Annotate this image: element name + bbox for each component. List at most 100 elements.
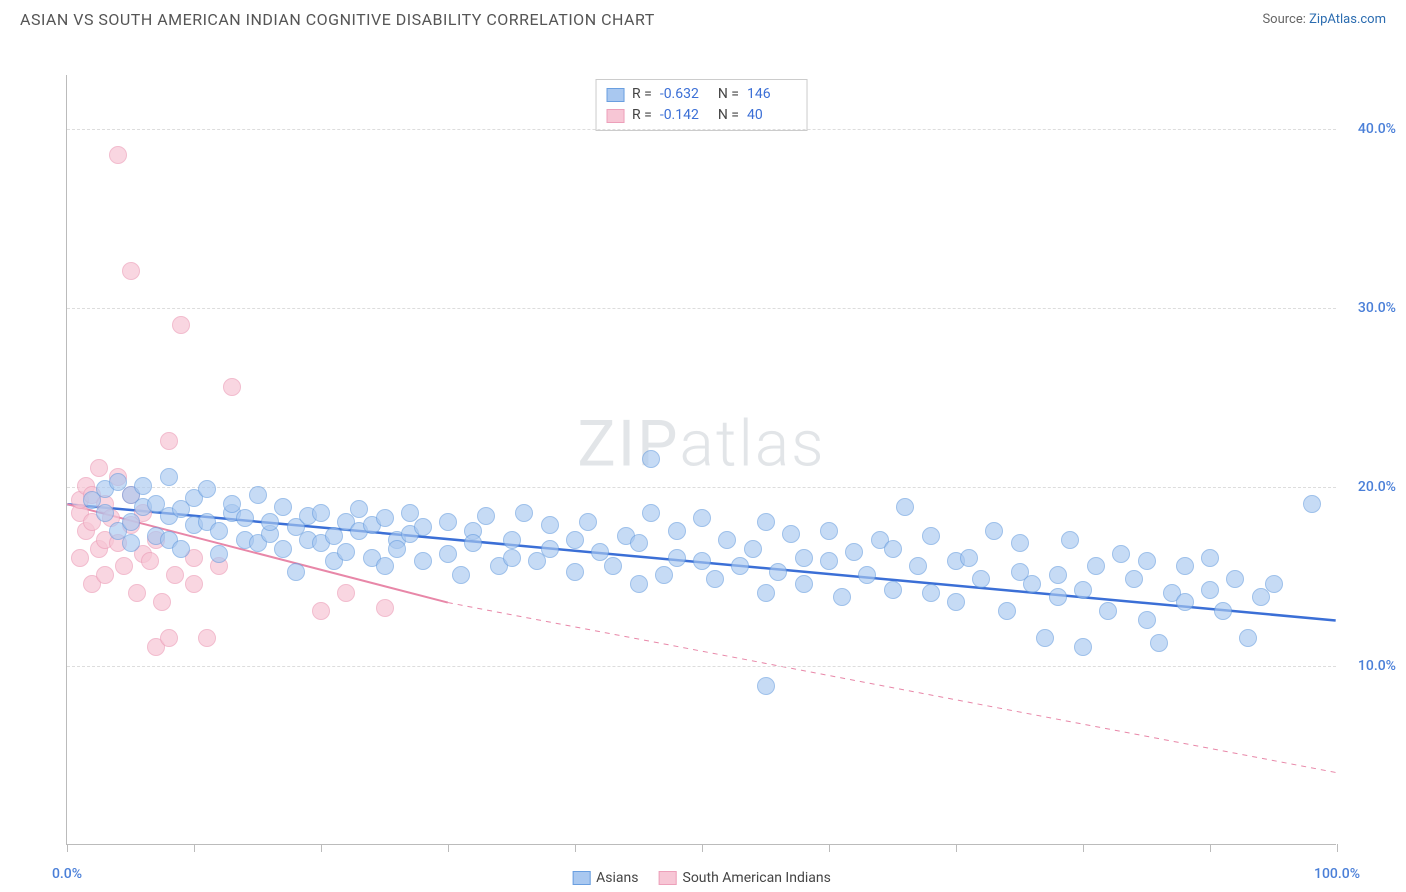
- data-point: [845, 543, 863, 561]
- data-point: [90, 459, 108, 477]
- legend-item: Asians: [572, 870, 638, 886]
- data-point: [655, 566, 673, 584]
- data-point: [1201, 581, 1219, 599]
- data-point: [96, 566, 114, 584]
- x-tick: [575, 844, 576, 852]
- data-point: [718, 531, 736, 549]
- data-point: [769, 563, 787, 581]
- data-point: [820, 552, 838, 570]
- y-tick-label: 40.0%: [1358, 121, 1396, 137]
- data-point: [1074, 638, 1092, 656]
- x-tick-label: 100.0%: [1314, 866, 1360, 882]
- data-point: [477, 507, 495, 525]
- data-point: [337, 584, 355, 602]
- data-point: [1112, 545, 1130, 563]
- source-link[interactable]: ZipAtlas.com: [1309, 12, 1386, 27]
- gridline: [67, 308, 1336, 309]
- data-point: [1049, 588, 1067, 606]
- data-point: [896, 498, 914, 516]
- data-point: [337, 543, 355, 561]
- data-point: [166, 566, 184, 584]
- data-point: [1138, 611, 1156, 629]
- data-point: [833, 588, 851, 606]
- data-point: [744, 540, 762, 558]
- data-point: [134, 477, 152, 495]
- data-point: [1176, 557, 1194, 575]
- data-point: [1303, 495, 1321, 513]
- data-point: [160, 432, 178, 450]
- data-point: [566, 563, 584, 581]
- data-point: [1036, 629, 1054, 647]
- trend-lines: [67, 75, 1336, 844]
- data-point: [1011, 534, 1029, 552]
- source-attribution: Source: ZipAtlas.com: [1262, 12, 1386, 27]
- x-tick: [321, 844, 322, 852]
- data-point: [858, 566, 876, 584]
- gridline: [67, 129, 1336, 130]
- data-point: [376, 599, 394, 617]
- data-point: [757, 584, 775, 602]
- stats-legend-row: R =-0.142 N =40: [606, 105, 797, 126]
- data-point: [312, 602, 330, 620]
- data-point: [1125, 570, 1143, 588]
- data-point: [439, 545, 457, 563]
- data-point: [71, 549, 89, 567]
- series-legend: AsiansSouth American Indians: [572, 870, 831, 886]
- data-point: [1201, 549, 1219, 567]
- data-point: [757, 677, 775, 695]
- data-point: [782, 525, 800, 543]
- data-point: [693, 552, 711, 570]
- data-point: [1074, 581, 1092, 599]
- x-tick: [1083, 844, 1084, 852]
- data-point: [141, 552, 159, 570]
- data-point: [122, 262, 140, 280]
- data-point: [731, 557, 749, 575]
- data-point: [210, 545, 228, 563]
- data-point: [236, 509, 254, 527]
- data-point: [1061, 531, 1079, 549]
- data-point: [922, 584, 940, 602]
- x-tick: [702, 844, 703, 852]
- data-point: [274, 540, 292, 558]
- y-tick-label: 10.0%: [1358, 658, 1396, 674]
- data-point: [566, 531, 584, 549]
- data-point: [1226, 570, 1244, 588]
- data-point: [541, 516, 559, 534]
- data-point: [541, 540, 559, 558]
- data-point: [503, 549, 521, 567]
- data-point: [1099, 602, 1117, 620]
- data-point: [160, 468, 178, 486]
- data-point: [630, 534, 648, 552]
- data-point: [884, 540, 902, 558]
- data-point: [115, 557, 133, 575]
- data-point: [947, 593, 965, 611]
- data-point: [350, 500, 368, 518]
- data-point: [122, 513, 140, 531]
- data-point: [693, 509, 711, 527]
- data-point: [884, 581, 902, 599]
- legend-swatch: [659, 871, 677, 885]
- x-tick: [956, 844, 957, 852]
- chart-title: ASIAN VS SOUTH AMERICAN INDIAN COGNITIVE…: [20, 10, 655, 29]
- data-point: [210, 522, 228, 540]
- data-point: [985, 522, 1003, 540]
- data-point: [604, 557, 622, 575]
- x-tick: [67, 844, 68, 852]
- data-point: [960, 549, 978, 567]
- data-point: [579, 513, 597, 531]
- legend-swatch: [572, 871, 590, 885]
- data-point: [198, 480, 216, 498]
- data-point: [128, 584, 146, 602]
- plot-area: ZIPatlas R =-0.632 N =146 R =-0.142 N =4…: [66, 75, 1336, 845]
- data-point: [414, 552, 432, 570]
- data-point: [757, 513, 775, 531]
- legend-swatch: [606, 88, 624, 102]
- data-point: [223, 378, 241, 396]
- data-point: [376, 557, 394, 575]
- data-point: [172, 540, 190, 558]
- data-point: [96, 504, 114, 522]
- data-point: [452, 566, 470, 584]
- data-point: [1214, 602, 1232, 620]
- data-point: [185, 575, 203, 593]
- data-point: [1176, 593, 1194, 611]
